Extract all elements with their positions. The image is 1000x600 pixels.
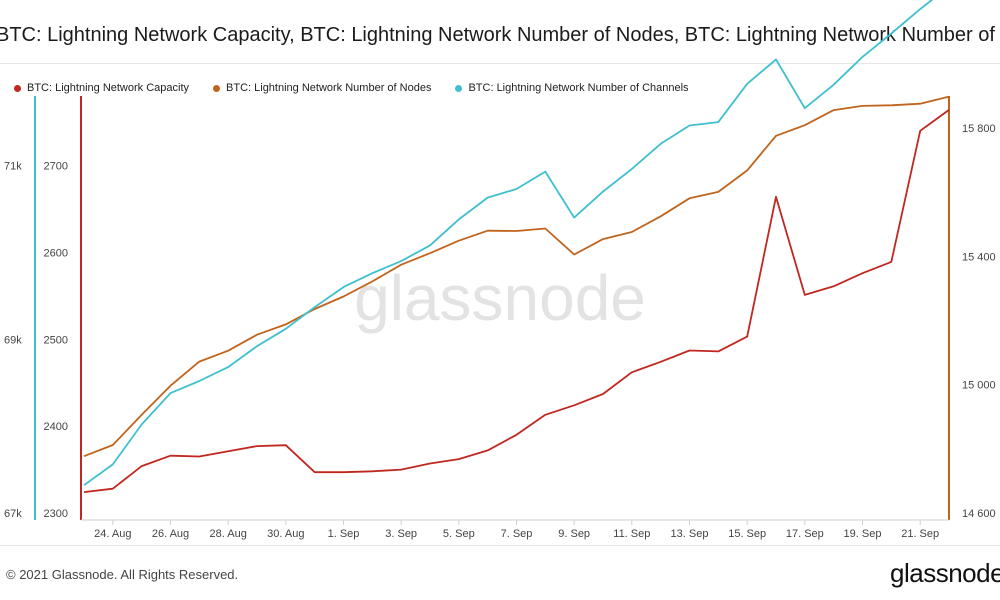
channels-axis-ticks: 67k 69k 71k bbox=[4, 161, 22, 521]
x-tick-label: 5. Sep bbox=[443, 528, 475, 540]
legend-item-capacity[interactable]: BTC: Lightning Network Capacity bbox=[14, 82, 189, 94]
legend-label-channels: BTC: Lightning Network Number of Channel… bbox=[468, 82, 689, 94]
legend-label-capacity: BTC: Lightning Network Capacity bbox=[27, 82, 190, 94]
nodes-tick-label: 15 400 bbox=[962, 251, 996, 263]
x-tick-label: 21. Sep bbox=[901, 528, 939, 540]
legend-item-nodes[interactable]: BTC: Lightning Network Number of Nodes bbox=[213, 82, 431, 94]
x-tick-label: 28. Aug bbox=[210, 528, 247, 540]
nodes-series-line[interactable] bbox=[83, 95, 950, 458]
x-tick-label: 11. Sep bbox=[613, 528, 650, 540]
watermark-text: glassnode bbox=[354, 262, 646, 334]
x-tick-label: 7. Sep bbox=[501, 528, 533, 540]
legend-marker-capacity bbox=[14, 84, 21, 92]
chart-legend: BTC: Lightning Network Capacity BTC: Lig… bbox=[14, 82, 689, 94]
x-tick-label: 1. Sep bbox=[328, 528, 360, 540]
x-tick-label: 9. Sep bbox=[558, 528, 590, 540]
capacity-tick-label: 2600 bbox=[44, 247, 68, 259]
copyright-text: © 2021 Glassnode. All Rights Reserved. bbox=[6, 567, 239, 582]
capacity-tick-label: 2300 bbox=[44, 508, 68, 520]
series-lines bbox=[83, 0, 950, 493]
capacity-series-line[interactable] bbox=[83, 109, 950, 493]
footer-divider bbox=[0, 545, 1000, 546]
x-axis-ticks: 24. Aug 26. Aug 28. Aug 30. Aug 1. Sep 3. Sep… bbox=[94, 520, 939, 540]
capacity-tick-label: 2500 bbox=[44, 334, 68, 346]
channels-tick-label: 71k bbox=[4, 161, 22, 173]
legend-marker-channels bbox=[455, 84, 463, 92]
x-tick-label: 15. Sep bbox=[728, 528, 766, 540]
x-tick-label: 24. Aug bbox=[94, 528, 131, 540]
nodes-tick-label: 15 000 bbox=[962, 380, 996, 392]
legend-label-nodes: BTC: Lightning Network Number of Nodes bbox=[226, 82, 432, 94]
nodes-axis-ticks: 14 600 15 000 15 400 15 800 bbox=[962, 123, 996, 520]
title-divider bbox=[0, 63, 1000, 64]
x-tick-label: 3. Sep bbox=[385, 528, 417, 540]
legend-marker-nodes bbox=[213, 84, 221, 92]
x-tick-label: 17. Sep bbox=[786, 528, 824, 540]
nodes-tick-label: 14 600 bbox=[962, 508, 996, 520]
capacity-tick-label: 2700 bbox=[44, 161, 68, 173]
glassnode-logo[interactable]: glassnode bbox=[890, 558, 1000, 588]
x-tick-label: 26. Aug bbox=[152, 528, 189, 540]
x-tick-label: 19. Sep bbox=[844, 528, 882, 540]
channels-series-line[interactable] bbox=[83, 0, 949, 486]
x-tick-label: 30. Aug bbox=[267, 528, 304, 540]
chart-title: BTC: Lightning Network Capacity, BTC: Li… bbox=[0, 24, 1000, 46]
capacity-axis-ticks: 2300 2400 2500 2600 2700 bbox=[44, 161, 68, 521]
capacity-tick-label: 2400 bbox=[44, 421, 68, 433]
x-tick-label: 13. Sep bbox=[671, 528, 709, 540]
legend-item-channels[interactable]: BTC: Lightning Network Number of Channel… bbox=[455, 82, 689, 94]
channels-tick-label: 67k bbox=[4, 508, 22, 520]
channels-tick-label: 69k bbox=[4, 334, 22, 346]
nodes-tick-label: 15 800 bbox=[962, 123, 996, 135]
